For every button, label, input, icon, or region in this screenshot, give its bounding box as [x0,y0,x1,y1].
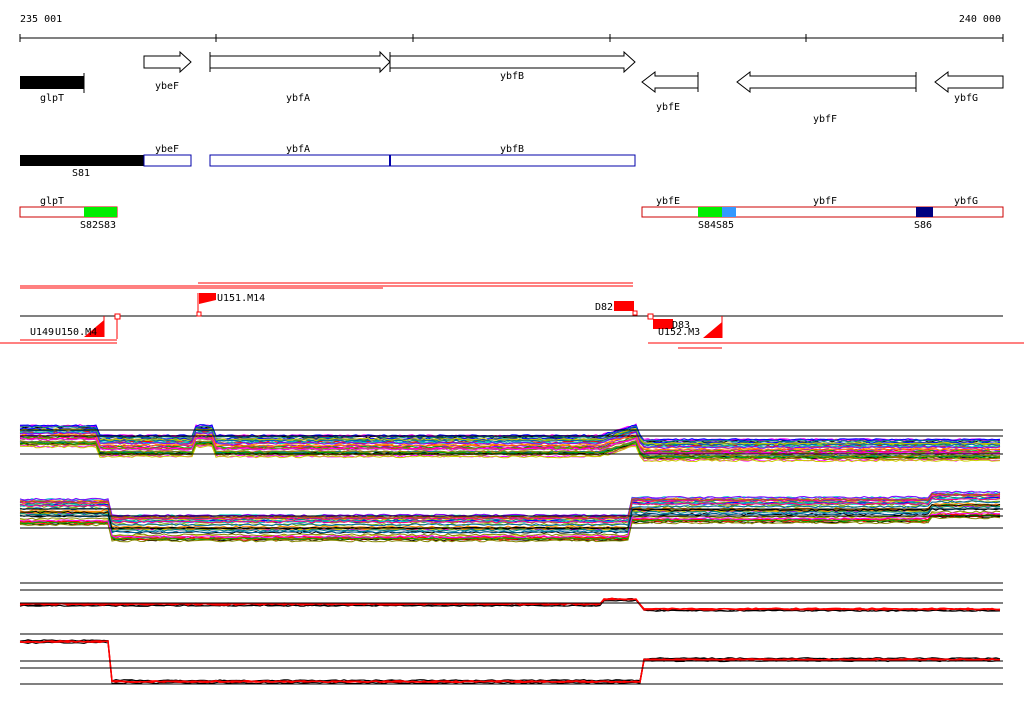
feature-label: U149 [30,327,54,338]
feature-D82[interactable]: D82 [595,301,638,316]
feature-label: U152.M3 [658,327,700,338]
signal-trace [19,598,1001,611]
segment-label: S86 [914,220,932,231]
gene-label: glpT [40,93,64,104]
feature-track: U151.M14 D82 U149 U150.M4 D83 U1 [0,282,1024,349]
segment-box[interactable] [143,154,192,167]
feature-U151-M14[interactable]: U151.M14 [196,293,265,317]
expression-panel-plus [19,423,1003,463]
gene-track: glpT ybeF ybfA ybfB ybfE ybfF ybfG [20,50,1004,125]
segment-label: S82 [80,220,98,231]
ruler-start-label: 235 001 [20,14,62,25]
gene-label: ybfB [500,71,524,82]
minus-strand-segments: glpT ybfE ybfF ybfG S82 S83 S84 S85 S86 [19,196,1004,231]
signal-trace [19,436,1000,454]
segment-S85[interactable] [722,207,736,217]
signal-trace [19,425,1001,443]
gene-ybfE[interactable]: ybfE [641,70,699,113]
signal-trace [19,514,1001,541]
signal-trace [19,599,1001,613]
segment-gene-label: ybeF [155,144,179,155]
feature-label: D82 [595,302,613,313]
gene-ybeF[interactable]: ybeF [143,50,192,92]
segment-label: S84 [698,220,716,231]
gene-label: ybfA [286,93,310,104]
segment-gene-label: ybfA [286,144,310,155]
signal-trace [20,497,1001,524]
expression-panel-minus [19,490,1003,543]
segment-gene-label: ybfB [500,144,524,155]
segment-S81[interactable] [20,155,144,166]
segment-S86[interactable] [916,207,933,217]
signal-trace [19,490,1001,517]
signal-trace [19,445,1001,463]
signal-trace [19,495,1001,522]
signal-trace [19,441,1001,459]
signal-trace [19,641,1001,685]
coordinate-ruler: 235 001 240 000 [19,14,1004,42]
segment-gene-label: glpT [40,196,64,207]
segment-box[interactable] [209,154,391,167]
signal-trace [19,434,1001,452]
feature-label: U150.M4 [55,327,97,338]
signal-trace [20,505,1001,532]
signal-trace [19,516,1001,543]
signal-trace [19,431,1001,449]
signal-trace [19,440,1001,458]
segment-gene-label: ybfE [656,196,680,207]
signal-trace [19,507,1001,534]
gene-glpT[interactable]: glpT [20,73,85,104]
signal-trace [19,493,1001,519]
signal-trace [19,440,1001,458]
segment-gene-label: ybfF [813,196,837,207]
segment-S82-S83[interactable] [84,207,117,217]
feature-U152-M3[interactable]: U152.M3 [648,316,1024,349]
signal-trace [19,427,1001,445]
signal-trace [19,437,1001,455]
gene-ybfB[interactable]: ybfB [389,50,636,82]
summary-panel-plus [19,582,1003,613]
signal-trace [19,512,1001,539]
gene-ybfA[interactable]: ybfA [209,50,391,104]
segment-gene-label: ybfG [954,196,978,207]
gene-label: ybfE [656,102,680,113]
gene-ybfF[interactable]: ybfF [736,70,917,125]
signal-trace [19,494,1001,521]
feature-label: U151.M14 [217,293,265,304]
segment-S84[interactable] [698,207,722,217]
gene-label: ybfF [813,114,837,125]
plus-strand-segments: ybeF ybfA ybfB S81 [20,144,636,179]
feature-label: D83 [672,320,690,331]
segment-label: S83 [98,220,116,231]
signal-trace [19,640,1001,684]
signal-trace [19,510,1001,537]
segment-box[interactable] [641,206,1004,218]
gene-label: ybeF [155,81,179,92]
segment-label: S81 [72,168,90,179]
signal-trace [19,500,1001,527]
feature-D83[interactable]: D83 [647,313,690,331]
summary-panel-minus [19,633,1003,685]
segment-label: S85 [716,220,734,231]
gene-ybfG[interactable]: ybfG [934,70,1004,104]
segment-box[interactable] [389,154,636,167]
gene-label: ybfG [954,93,978,104]
feature-U149-U150[interactable]: U149 U150.M4 [0,313,121,344]
ruler-end-label: 240 000 [959,14,1001,25]
